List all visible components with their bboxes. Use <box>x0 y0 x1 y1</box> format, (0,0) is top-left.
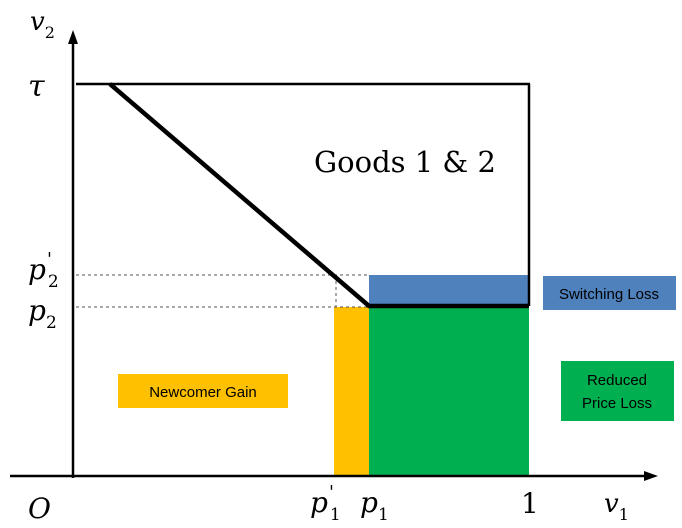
newcomer-gain-legend-text: Newcomer Gain <box>149 384 257 401</box>
tau-label: τ <box>28 69 45 104</box>
switching-loss-legend-text: Switching Loss <box>559 286 659 303</box>
x-axis-label: v1 <box>604 489 629 524</box>
switching-loss-region <box>369 275 529 306</box>
origin-label: O <box>28 492 51 525</box>
p1-prime-label: p' 1 <box>310 482 341 525</box>
newcomer-gain-legend-box <box>118 374 288 408</box>
indifference-boundary <box>108 82 529 309</box>
switching-loss-legend-box <box>543 276 676 310</box>
newcomer-gain-strip <box>334 307 369 475</box>
x-axis-arrow <box>644 471 658 481</box>
reduced-price-loss-region <box>369 307 529 475</box>
reduced-price-loss-legend-line2: Price Loss <box>582 395 652 412</box>
reduced-price-loss-legend-box <box>561 361 674 421</box>
p2-prime-label: p' 2 <box>28 249 59 292</box>
y-axis-arrow <box>68 30 78 44</box>
goods-region-label: Goods 1 & 2 <box>314 145 496 179</box>
reduced-price-loss-legend-line1: Reduced <box>587 372 647 389</box>
one-label: 1 <box>521 487 539 520</box>
p1-label: p1 <box>360 486 389 525</box>
y-axis-label: v2 <box>30 7 55 42</box>
p2-label: p2 <box>28 294 57 333</box>
